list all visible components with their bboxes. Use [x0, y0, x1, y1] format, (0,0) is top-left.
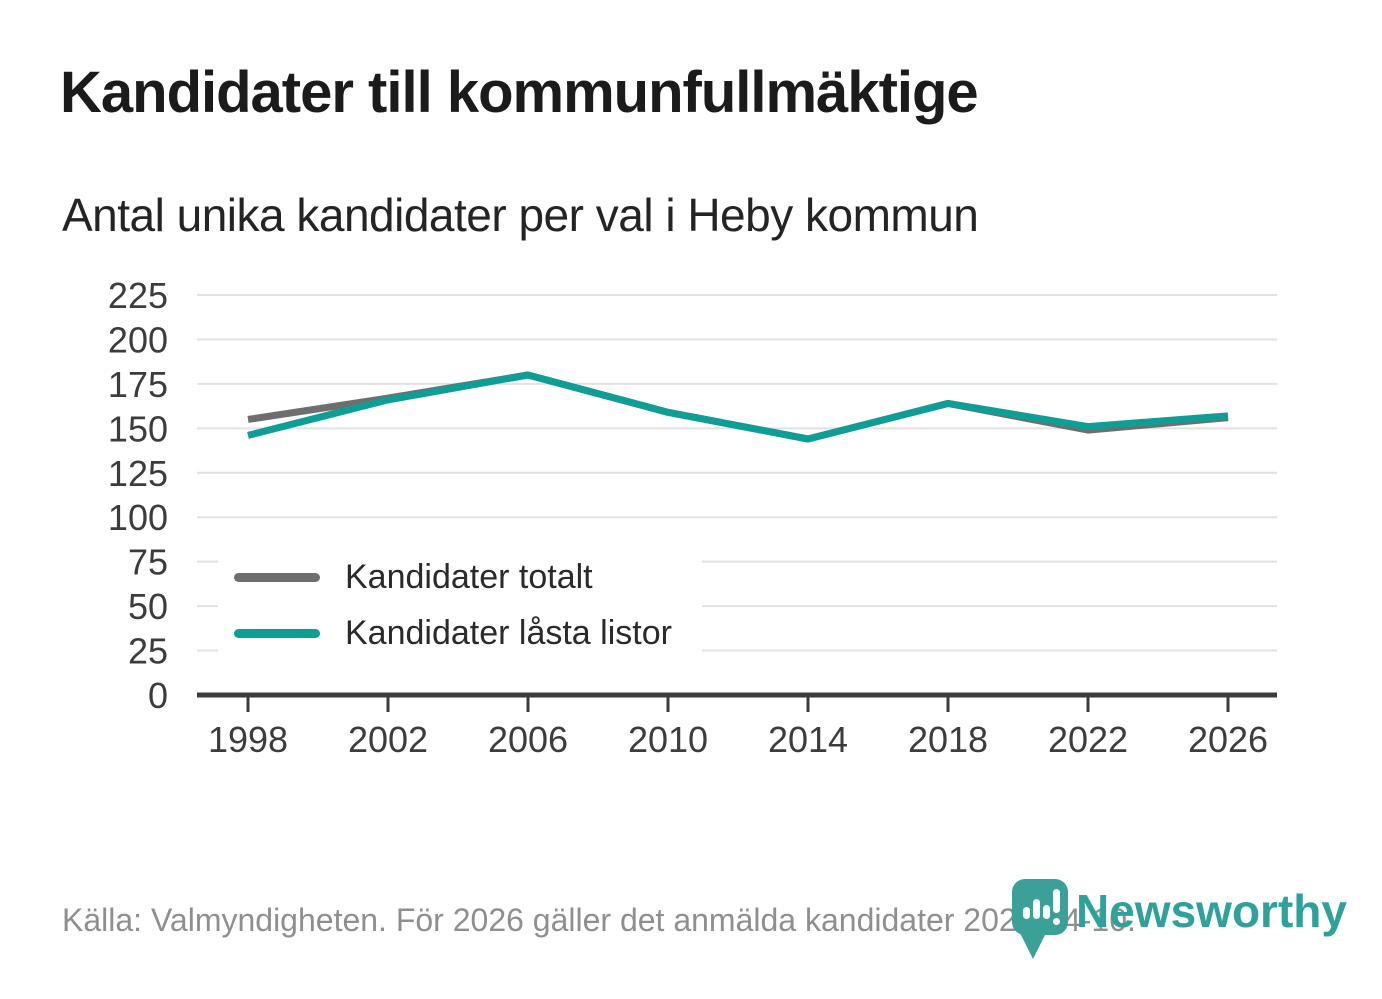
legend-swatch-lasta-listor-icon — [234, 628, 320, 638]
bar-chart-icon — [1023, 907, 1030, 919]
legend-item-lasta-listor: Kandidater låsta listor — [234, 612, 672, 654]
y-axis-tick-label: 75 — [128, 542, 168, 583]
pin-tail-icon — [1019, 931, 1047, 959]
x-axis-tick-label: 2010 — [628, 719, 708, 760]
y-axis-tick-label: 175 — [108, 364, 168, 405]
y-axis-tick-label: 225 — [108, 275, 168, 316]
chart-subtitle: Antal unika kandidater per val i Heby ko… — [62, 189, 979, 241]
newsworthy-wordmark: Newsworthy — [1076, 885, 1347, 937]
x-axis-tick-label: 2014 — [768, 719, 848, 760]
exclamation-dot-icon — [1053, 918, 1060, 925]
newsworthy-pin-icon — [1012, 879, 1068, 935]
x-axis-tick-label: 1998 — [208, 719, 288, 760]
x-axis-tick-label: 2022 — [1048, 719, 1128, 760]
x-axis-tick-label: 2002 — [348, 719, 428, 760]
page-title: Kandidater till kommunfullmäktige — [60, 60, 979, 125]
legend-label-totalt: Kandidater totalt — [345, 558, 593, 596]
x-axis-tick-label: 2026 — [1188, 719, 1268, 760]
y-axis-tick-label: 200 — [108, 319, 168, 360]
bar-chart-icon — [1033, 899, 1040, 919]
x-axis-tick-label: 2018 — [908, 719, 988, 760]
chart-legend: Kandidater totalt Kandidater låsta listo… — [218, 546, 702, 666]
legend-label-lasta-listor: Kandidater låsta listor — [345, 614, 672, 652]
x-axis-tick-label: 2006 — [488, 719, 568, 760]
bar-chart-icon — [1043, 905, 1050, 919]
y-axis-tick-label: 50 — [128, 586, 168, 627]
source-note: Källa: Valmyndigheten. För 2026 gäller d… — [62, 902, 1136, 938]
y-axis-tick-label: 0 — [148, 675, 168, 716]
y-axis-tick-label: 150 — [108, 408, 168, 449]
exclamation-icon — [1053, 889, 1060, 913]
y-axis-tick-label: 100 — [108, 497, 168, 538]
y-axis-tick-label: 125 — [108, 453, 168, 494]
legend-swatch-totalt-icon — [234, 572, 320, 582]
legend-item-totalt: Kandidater totalt — [234, 556, 672, 598]
series-line-1 — [247, 371, 1229, 443]
y-axis-tick-label: 25 — [128, 631, 168, 672]
